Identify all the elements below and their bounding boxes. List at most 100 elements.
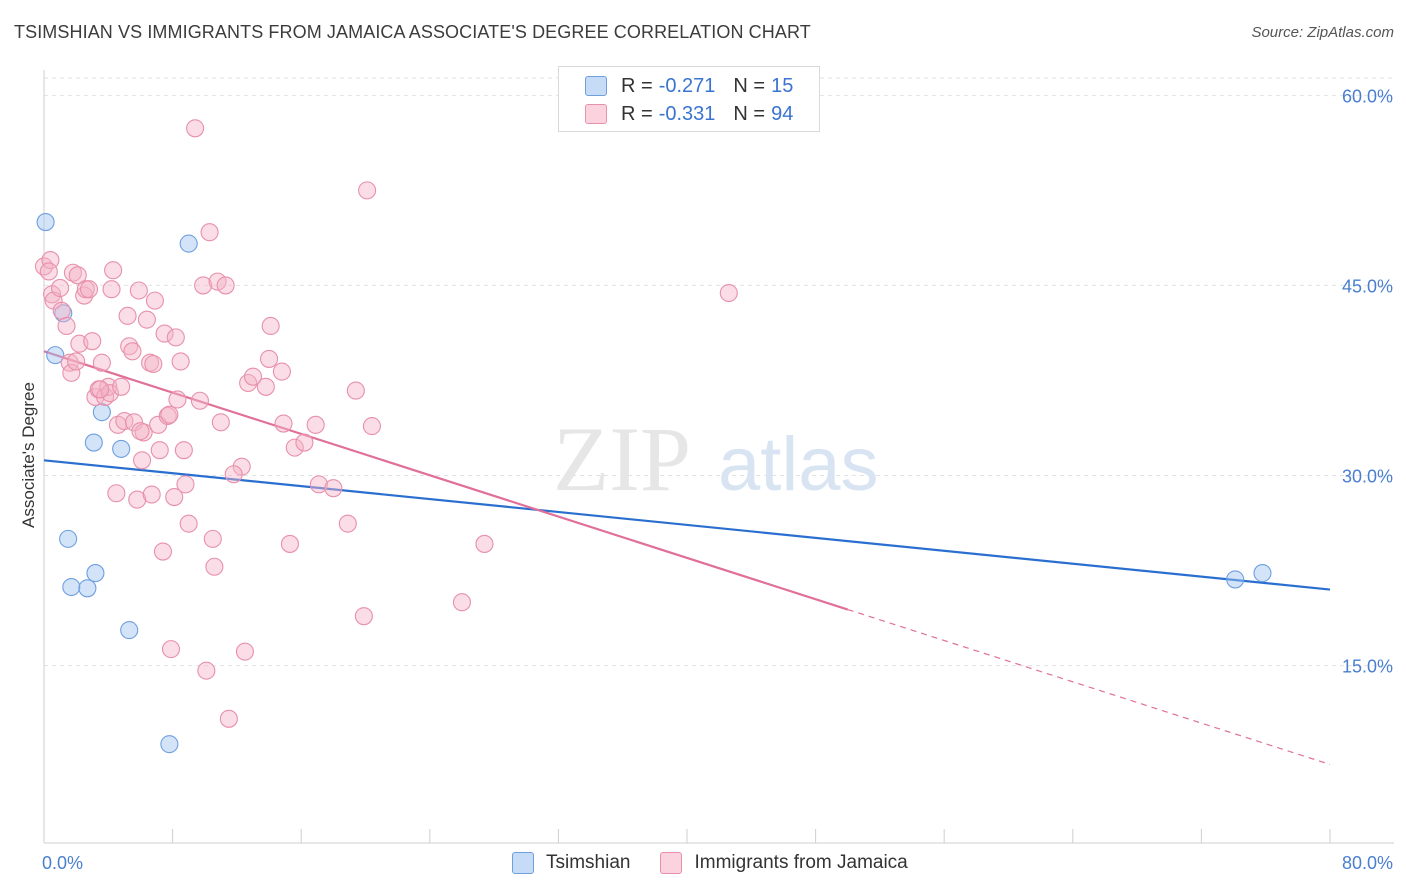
legend-swatch-jamaica bbox=[585, 104, 607, 124]
trend-lines bbox=[43, 350, 1331, 766]
data-point bbox=[256, 377, 275, 396]
data-point bbox=[86, 564, 105, 583]
data-point bbox=[36, 213, 55, 232]
data-point bbox=[295, 433, 314, 452]
legend-n-label: N = bbox=[733, 102, 766, 125]
data-point bbox=[92, 353, 111, 372]
data-point bbox=[186, 119, 205, 138]
data-point bbox=[261, 316, 280, 336]
data-point bbox=[57, 316, 76, 336]
data-point bbox=[104, 261, 123, 280]
x-tick-label: 80.0% bbox=[1342, 853, 1393, 873]
data-point bbox=[63, 263, 82, 282]
data-points bbox=[34, 119, 1272, 754]
trend-line-tsimshian bbox=[43, 459, 1331, 591]
series-jamaica-points bbox=[34, 119, 738, 728]
watermark-atlas: atlas bbox=[718, 422, 879, 507]
data-point bbox=[190, 391, 209, 410]
data-point bbox=[39, 262, 58, 281]
data-point bbox=[452, 593, 472, 612]
data-point bbox=[123, 342, 142, 361]
legend-n-label: N = bbox=[733, 74, 766, 97]
y-tick-label: 15.0% bbox=[1342, 657, 1393, 677]
data-point bbox=[120, 337, 139, 356]
data-point bbox=[67, 352, 86, 371]
x-tick-label: 0.0% bbox=[42, 853, 83, 873]
data-point bbox=[112, 439, 131, 458]
data-point bbox=[1253, 564, 1272, 583]
legend-n-value: 15 bbox=[771, 74, 794, 97]
data-point bbox=[165, 488, 184, 507]
data-point bbox=[475, 534, 494, 553]
axes bbox=[43, 70, 1394, 844]
data-point bbox=[166, 328, 185, 347]
data-point bbox=[84, 433, 103, 452]
data-point bbox=[153, 542, 173, 561]
y-tick-label: 60.0% bbox=[1342, 86, 1393, 106]
legend-row-jamaica: R = -0.331 N = 94 bbox=[585, 101, 793, 127]
data-point bbox=[41, 251, 60, 270]
data-point bbox=[52, 301, 71, 320]
y-tick-label: 45.0% bbox=[1342, 276, 1393, 296]
data-point bbox=[306, 415, 325, 434]
data-point bbox=[194, 276, 213, 295]
data-point bbox=[161, 640, 181, 659]
data-point bbox=[179, 234, 198, 253]
data-point bbox=[1226, 570, 1245, 589]
data-point bbox=[62, 363, 81, 382]
data-point bbox=[142, 485, 161, 504]
data-point bbox=[243, 367, 263, 386]
data-point bbox=[205, 557, 224, 576]
series-label-tsimshian: Tsimshian bbox=[546, 852, 631, 873]
series-tsimshian-points bbox=[36, 213, 1272, 754]
data-point bbox=[358, 181, 377, 200]
trend-line-extension bbox=[847, 608, 1331, 766]
data-point bbox=[160, 405, 179, 424]
data-point bbox=[155, 324, 174, 343]
data-point bbox=[338, 514, 357, 533]
legend-swatch-tsimshian bbox=[585, 76, 607, 96]
series-swatch-tsimshian bbox=[512, 852, 534, 874]
data-point bbox=[131, 422, 150, 441]
data-point bbox=[354, 607, 373, 626]
data-point bbox=[112, 377, 131, 396]
data-point bbox=[346, 381, 365, 400]
data-point bbox=[68, 266, 87, 285]
legend-row-tsimshian: R = -0.271 N = 15 bbox=[585, 73, 793, 99]
series-legend-jamaica: Immigrants from Jamaica bbox=[660, 852, 908, 874]
data-point bbox=[62, 577, 81, 597]
data-point bbox=[235, 642, 254, 661]
series-label-jamaica: Immigrants from Jamaica bbox=[694, 852, 908, 873]
legend-r-label: R = bbox=[621, 74, 653, 97]
data-point bbox=[285, 438, 304, 457]
data-point bbox=[120, 621, 139, 640]
y-tick-label: 30.0% bbox=[1342, 467, 1393, 487]
data-point bbox=[118, 306, 137, 325]
data-point bbox=[150, 441, 169, 460]
data-point bbox=[102, 280, 121, 299]
data-point bbox=[137, 310, 156, 329]
legend-r-value: -0.271 bbox=[658, 74, 716, 97]
source-label: Source: ZipAtlas.com bbox=[1251, 24, 1394, 41]
data-point bbox=[92, 403, 111, 422]
data-point bbox=[115, 411, 134, 431]
data-point bbox=[145, 291, 164, 310]
data-point bbox=[224, 465, 243, 484]
trend-line-jamaica bbox=[43, 350, 849, 611]
watermark-zip: ZIP bbox=[553, 408, 691, 510]
data-point bbox=[272, 362, 291, 381]
data-point bbox=[203, 529, 222, 548]
data-point bbox=[144, 354, 163, 374]
data-point bbox=[280, 534, 299, 553]
series-swatch-jamaica bbox=[660, 852, 683, 874]
data-point bbox=[168, 390, 187, 409]
x-tick-labels: 0.0% 80.0% bbox=[42, 853, 1393, 873]
data-point bbox=[91, 380, 110, 399]
data-point bbox=[309, 475, 328, 494]
data-point bbox=[200, 223, 219, 242]
data-point bbox=[107, 484, 126, 503]
data-point bbox=[211, 413, 230, 432]
data-point bbox=[129, 281, 148, 300]
legend-r-label: R = bbox=[621, 102, 653, 125]
data-point bbox=[324, 479, 343, 498]
